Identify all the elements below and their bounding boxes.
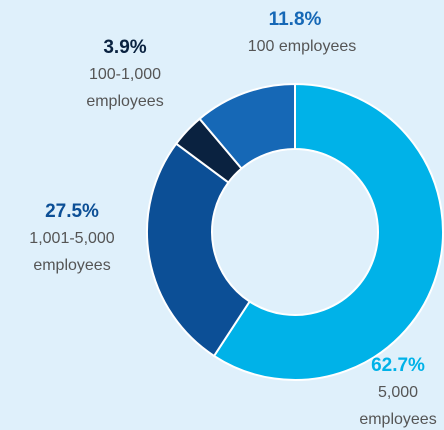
donut-segment bbox=[198, 82, 296, 170]
donut-segment bbox=[212, 82, 444, 381]
category-label: 100-1,000 bbox=[89, 66, 161, 83]
category-label: 100 employees bbox=[248, 38, 357, 55]
category-label: employees bbox=[359, 411, 436, 428]
value-label: 3.9% bbox=[103, 37, 146, 58]
category-label: 1,001-5,000 bbox=[29, 230, 115, 247]
category-label: 5,000 bbox=[378, 384, 418, 401]
value-label: 11.8% bbox=[269, 9, 322, 30]
donut-segment bbox=[146, 142, 252, 358]
value-label: 62.7% bbox=[371, 355, 425, 376]
category-label: employees bbox=[33, 257, 110, 274]
value-label: 27.5% bbox=[45, 201, 99, 222]
category-label: employees bbox=[86, 93, 163, 110]
